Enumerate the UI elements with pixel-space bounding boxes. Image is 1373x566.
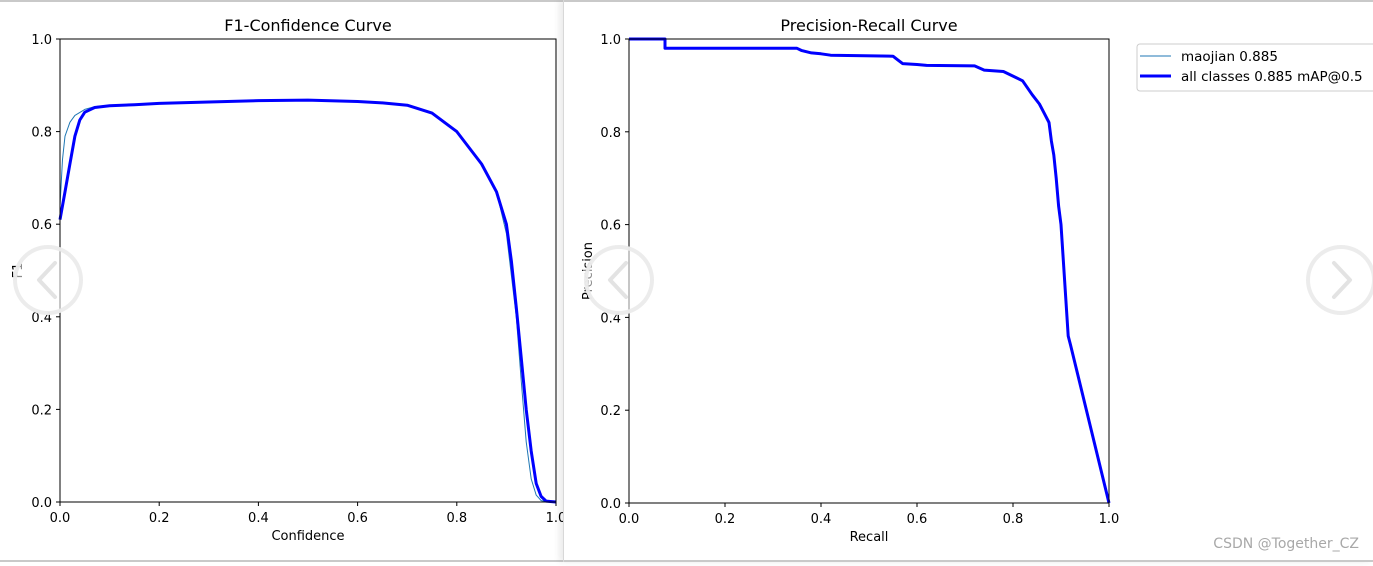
plot-frame: [628, 38, 1110, 504]
x-tick-label: 0.0: [50, 511, 71, 526]
series-line-2: [58, 98, 557, 504]
y-tick-label: 1.0: [31, 33, 52, 48]
legend-label-1: maojian 0.885: [1181, 49, 1278, 65]
right-image-panel: 0.0 0.2 0.4 0.6 0.8 1.0 0.0 0.2 0.4 0.6 0.8 1.0 Prec…: [563, 0, 1373, 562]
x-tick-label: 0.2: [715, 512, 736, 527]
chevron-left-icon: [608, 261, 628, 299]
chevron-right-icon: [1332, 261, 1352, 299]
y-tick-label: 0.8: [600, 126, 621, 141]
x-tick-label: 0.4: [248, 511, 269, 526]
panel-bottom-border: [0, 560, 563, 562]
legend-label-2: all classes 0.885 mAP@0.5: [1181, 69, 1363, 85]
x-tick-label: 0.8: [1003, 512, 1024, 527]
series-line-2: [629, 37, 1111, 504]
plot-frame: [59, 38, 557, 503]
f1-confidence-chart: 0.0 0.2 0.4 0.6 0.8 1.00.00.20.40.60.81.0F1-C…: [11, 16, 566, 544]
y-tick-label: 0.4: [600, 311, 621, 326]
x-tick-label: 0.6: [347, 511, 368, 526]
watermark: CSDN @Together_CZ: [1213, 536, 1359, 552]
y-tick-label: 0.8: [31, 126, 52, 141]
y-tick-label: 0.6: [600, 219, 621, 234]
x-tick-label: 1.0: [546, 511, 563, 526]
chart-title: F1-Confidence Curve: [224, 16, 391, 35]
x-tick-label: 0.8: [446, 511, 467, 526]
prev-image-button-2[interactable]: [584, 245, 654, 315]
prev-image-button[interactable]: [13, 245, 83, 315]
series-line-1: [629, 38, 1110, 504]
x-tick-label: 0.6: [907, 512, 928, 527]
next-image-button[interactable]: [1306, 245, 1373, 315]
y-tick-label: 0.2: [31, 403, 52, 418]
legend: maojian 0.885 all classes 0.885 mAP@0.5: [1136, 43, 1373, 92]
series-line-1: [59, 99, 556, 503]
panel-top-border: [0, 0, 563, 2]
y-tick-label: 0.6: [31, 218, 52, 233]
x-tick-label: 1.0: [1099, 512, 1120, 527]
y-tick-label: 0.2: [600, 404, 621, 419]
y-tick-label: 1.0: [600, 33, 621, 48]
legend-box: [1136, 43, 1373, 92]
x-axis-label: Recall: [850, 530, 889, 545]
precision-recall-chart: 0.0 0.2 0.4 0.6 0.8 1.0 0.0 0.2 0.4 0.6 0.8 1.0 Prec…: [581, 16, 1373, 545]
y-tick-label: 0.0: [31, 496, 52, 511]
panel-bottom-border: [564, 560, 1373, 562]
left-image-panel: 0.0 0.2 0.4 0.6 0.8 1.0 0.0 0.2 0.4 0.6 0.8 1.0 F1-C…: [0, 0, 566, 562]
chevron-left-icon: [37, 261, 57, 299]
chart-title: Precision-Recall Curve: [780, 16, 957, 35]
panel-top-border: [564, 0, 1373, 2]
y-tick-label: 0.0: [600, 497, 621, 512]
x-tick-label: 0.2: [149, 511, 170, 526]
x-tick-label: 0.4: [811, 512, 832, 527]
x-tick-label: 0.0: [619, 512, 640, 527]
x-axis-label: Confidence: [271, 529, 344, 544]
